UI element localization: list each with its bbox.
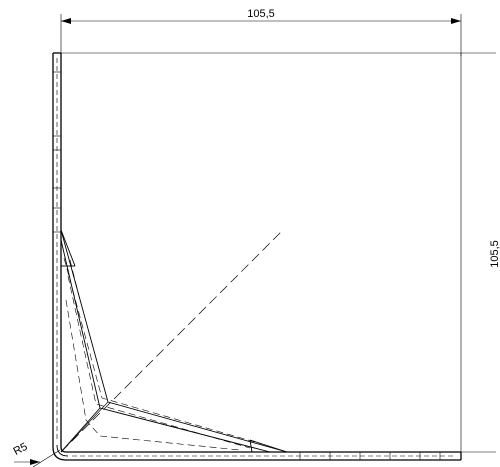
radius-label: R5 <box>12 441 30 458</box>
dimension-top-width: 105,5 <box>60 8 462 56</box>
dimension-label-top-width: 105,5 <box>247 8 275 20</box>
vertical-plate <box>52 52 62 447</box>
dimension-label-right-height: 105,5 <box>489 240 500 268</box>
horizontal-plate <box>66 451 462 461</box>
gusset-rib <box>60 229 288 453</box>
radius-annotation: R5 <box>12 441 61 467</box>
diagonal-center-line <box>60 229 284 453</box>
dimension-right-height: 105,5 <box>61 52 500 453</box>
